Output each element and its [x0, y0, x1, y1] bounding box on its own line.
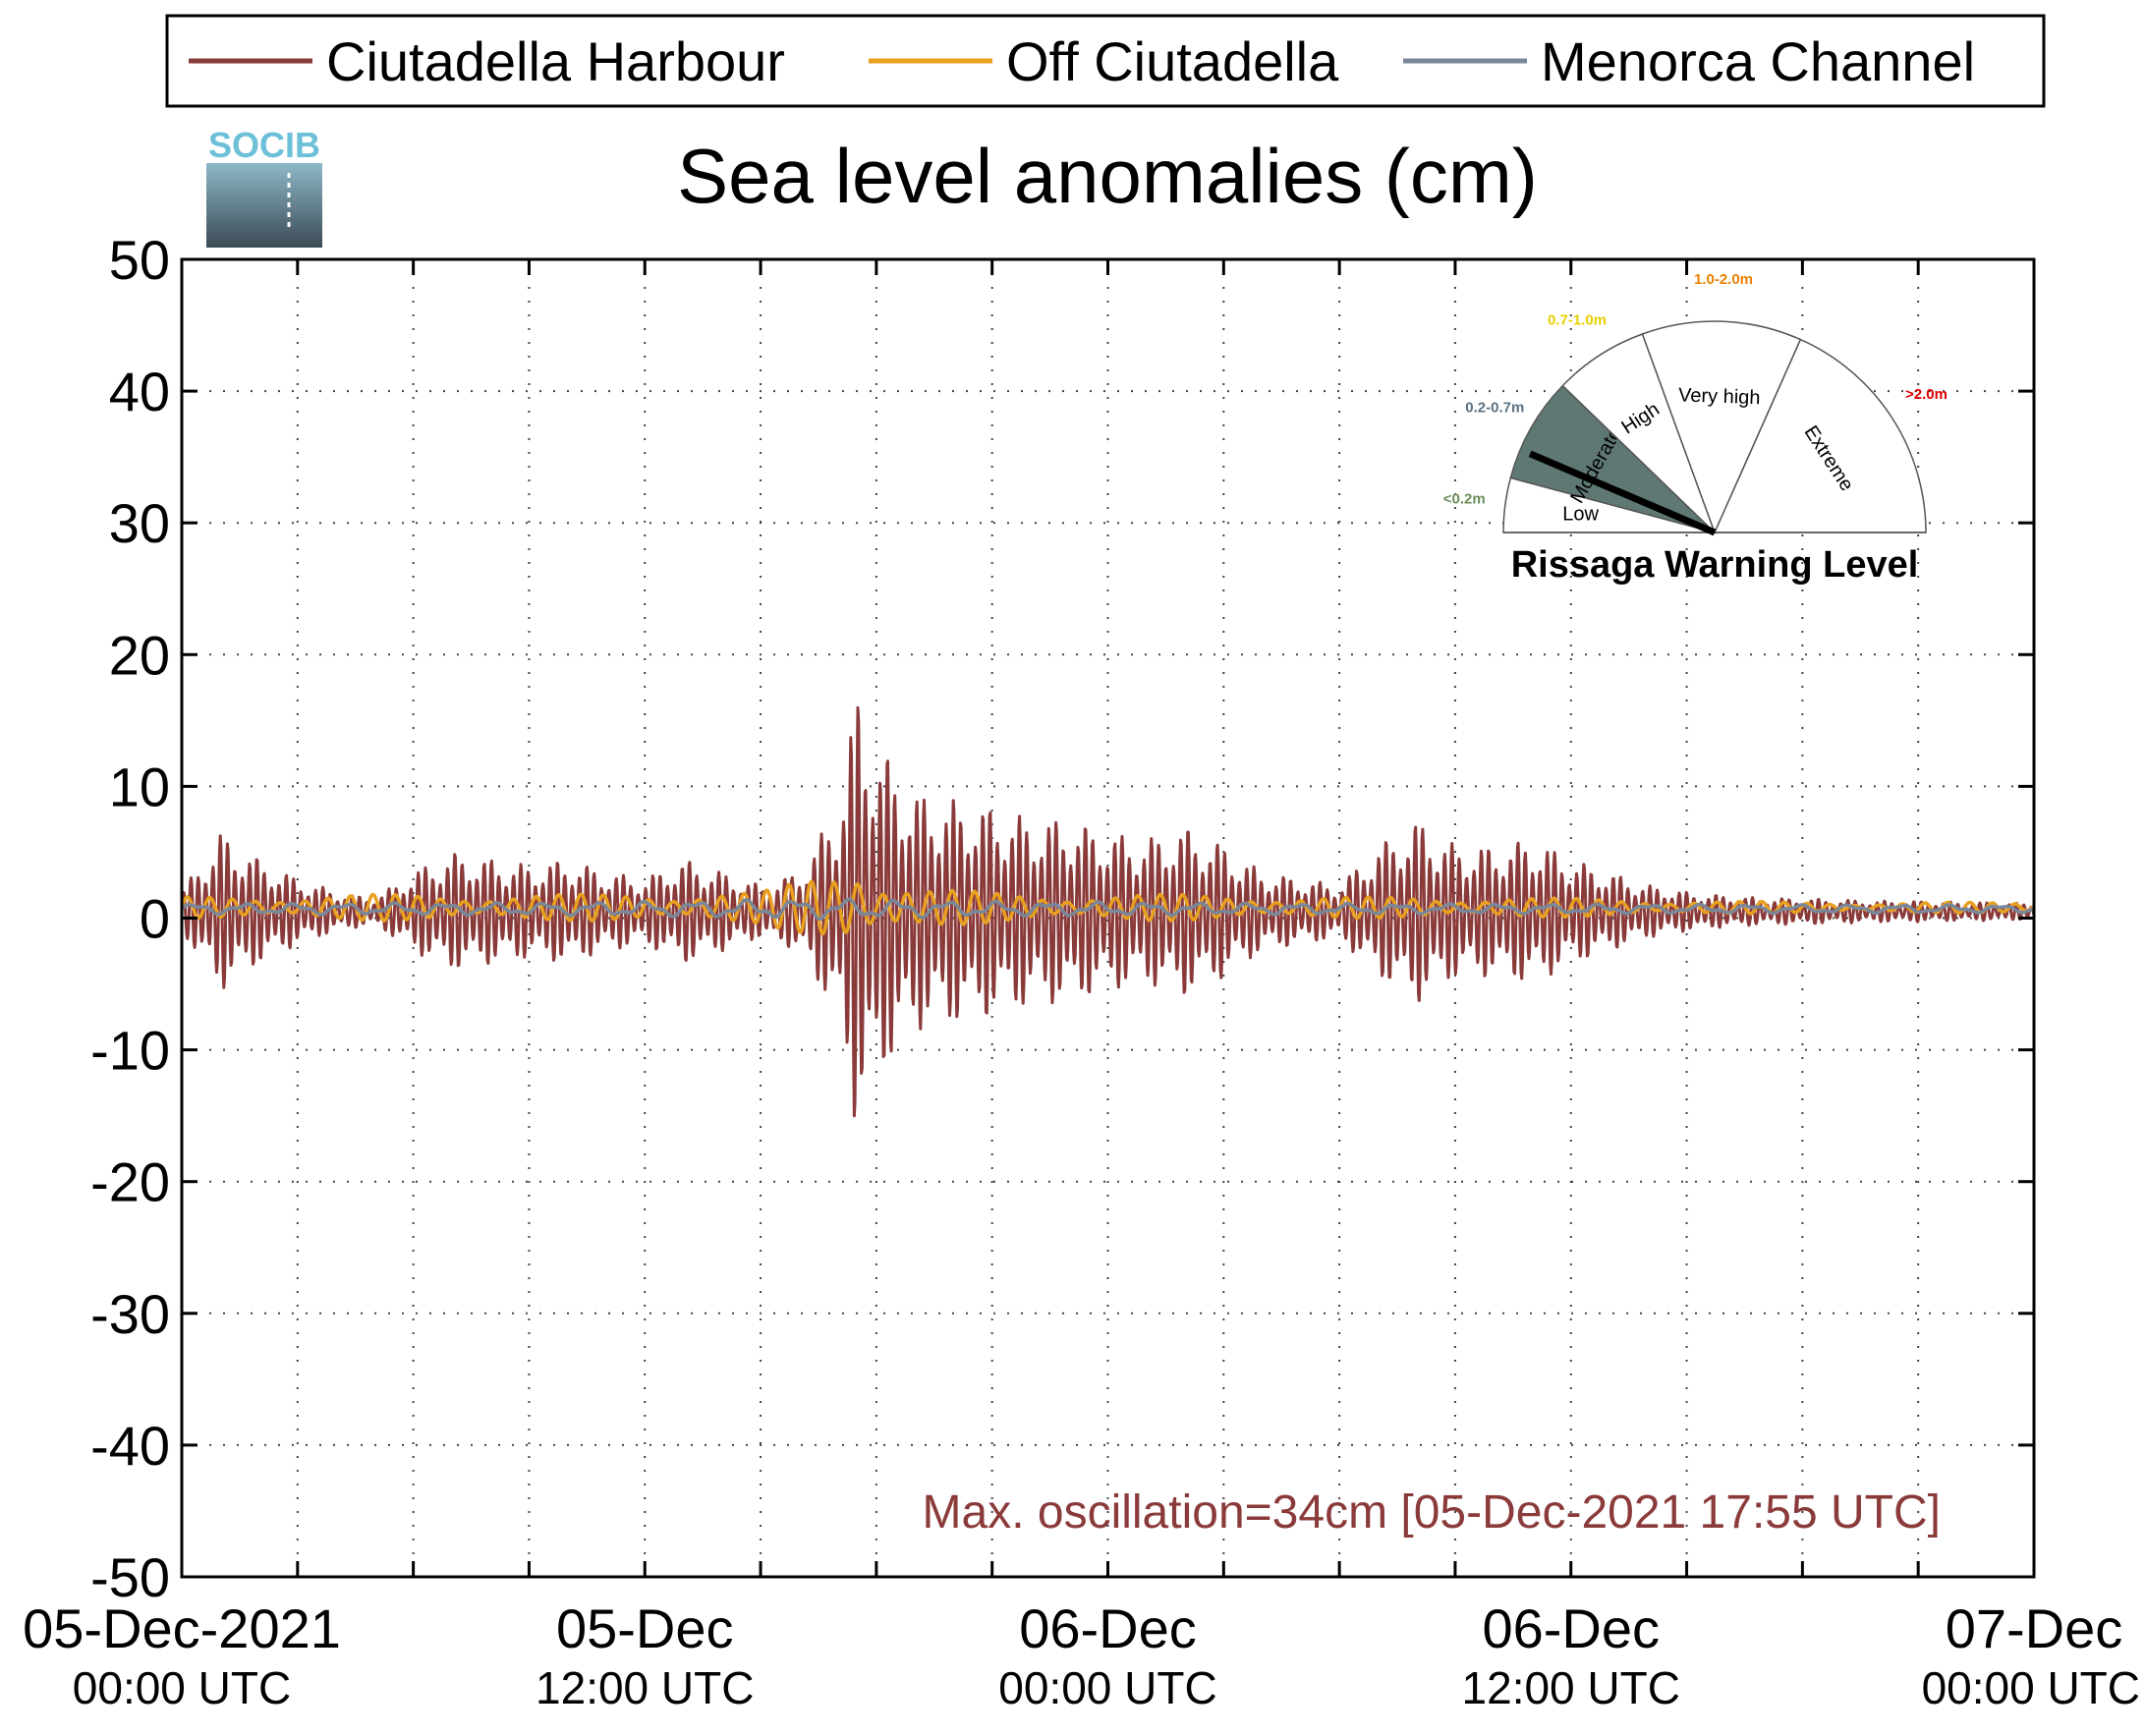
- gauge-sector-extreme: [1713, 338, 1927, 533]
- x-tick-label-time: 00:00 UTC: [1922, 1662, 2140, 1713]
- y-tick-label: 50: [109, 229, 170, 291]
- x-tick-label-date: 05-Dec: [556, 1597, 734, 1659]
- logo-text: SOCIB: [208, 125, 320, 165]
- plot-area: [180, 257, 2036, 1579]
- gauge-range-label: <0.2m: [1443, 490, 1486, 507]
- socib-logo: SOCIB: [206, 125, 322, 248]
- x-tick-label-date: 06-Dec: [1019, 1597, 1197, 1659]
- series-line-menorca-channel: [180, 897, 2035, 922]
- legend-label-menorca-channel: Menorca Channel: [1541, 30, 1975, 92]
- gauge-sector-label: Low: [1562, 503, 1599, 525]
- y-tick-label: 10: [109, 756, 170, 817]
- y-tick-label: -20: [90, 1151, 170, 1213]
- y-tick-label: 30: [109, 492, 170, 554]
- legend-label-ciutadella-harbour: Ciutadella Harbour: [326, 30, 785, 92]
- gauge-range-label: 1.0-2.0m: [1694, 271, 1753, 288]
- x-tick-label-time: 00:00 UTC: [998, 1662, 1216, 1713]
- axis-ticks: [182, 257, 2034, 1579]
- gauge-needle: [1528, 450, 1717, 536]
- y-tick-label: -50: [90, 1546, 170, 1608]
- x-tick-label-time: 00:00 UTC: [73, 1662, 291, 1713]
- gauge-sector-label: Very high: [1678, 384, 1761, 409]
- x-tick-label-date: 07-Dec: [1946, 1597, 2123, 1659]
- y-tick-label: 20: [109, 624, 170, 686]
- series-group: [180, 705, 2036, 1118]
- chart-title: Sea level anomalies (cm): [677, 133, 1538, 219]
- legend-label-off-ciutadella: Off Ciutadella: [1006, 30, 1339, 92]
- y-axis-labels: 50 40 30 20 10 0 -10 -20 -30 -40 -50: [90, 229, 170, 1608]
- y-tick-label: -30: [90, 1283, 170, 1345]
- y-tick-label: -40: [90, 1415, 170, 1477]
- gauge-sector-very-high: [1641, 320, 1802, 535]
- gauge-range-label: 0.2-0.7m: [1465, 399, 1524, 416]
- x-tick-label-time: 12:00 UTC: [536, 1662, 754, 1713]
- x-tick-label-date: 06-Dec: [1482, 1597, 1660, 1659]
- gauge-range-label: >2.0m: [1905, 386, 1947, 403]
- legend-box: [165, 14, 2046, 108]
- x-tick-label-date: 05-Dec-2021: [23, 1597, 341, 1659]
- gauge-sector-moderate: [1509, 384, 1718, 534]
- gauge-title: Rissaga Warning Level: [1511, 544, 1919, 586]
- y-tick-label: 40: [109, 361, 170, 422]
- max-oscillation-annotation: Max. oscillation=34cm [05-Dec-2021 17:55…: [923, 1486, 1941, 1539]
- y-tick-label: 0: [140, 888, 170, 950]
- y-tick-label: -10: [90, 1020, 170, 1082]
- gauge-range-label: 0.7-1.0m: [1548, 311, 1607, 328]
- x-tick-label-time: 12:00 UTC: [1462, 1662, 1680, 1713]
- legend: Ciutadella Harbour Off Ciutadella Menorc…: [165, 14, 2046, 108]
